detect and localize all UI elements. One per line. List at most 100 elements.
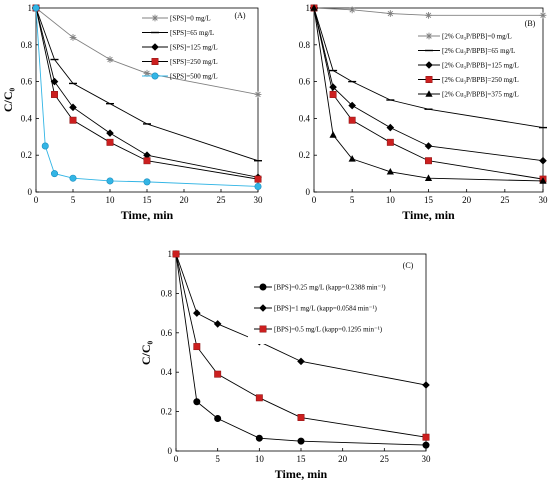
data-point bbox=[41, 142, 49, 150]
x-tick-label: 25 bbox=[500, 195, 510, 205]
y-tick-label: 0 bbox=[306, 187, 311, 197]
panel-label: (B) bbox=[525, 19, 536, 28]
series-line bbox=[35, 7, 259, 180]
data-point bbox=[386, 138, 394, 146]
y-tick-label: 1 bbox=[306, 3, 311, 13]
data-point bbox=[329, 83, 337, 91]
legend: [SPS]=0 mg/L [SPS]=65 mg/L [SPS]=125 mg/L [… bbox=[142, 15, 218, 81]
y-tick-label: 0.2 bbox=[299, 150, 310, 160]
series-2 bbox=[32, 7, 262, 162]
y-axis-label: C/C₀ bbox=[139, 340, 153, 365]
data-point bbox=[193, 309, 201, 317]
y-tick-label: 0.8 bbox=[299, 40, 311, 50]
series-5 bbox=[32, 4, 262, 190]
x-tick-label: 15 bbox=[297, 454, 307, 464]
series-3 bbox=[172, 250, 430, 441]
x-tick-label: 10 bbox=[386, 195, 396, 205]
series-3 bbox=[32, 4, 262, 182]
y-tick-label: 0.6 bbox=[21, 77, 33, 87]
x-tick-label: 5 bbox=[215, 454, 220, 464]
y-tick-label: 0.4 bbox=[161, 367, 173, 377]
y-tick-label: 0.4 bbox=[299, 113, 311, 123]
legend-box bbox=[248, 277, 418, 344]
data-point bbox=[329, 91, 337, 98]
chart-panel-3: 0 5 10 15 20 25 30 0 0.2 0.4 0.6 0.8 1 Time, min C/C₀ (… bbox=[139, 249, 431, 481]
data-point bbox=[255, 394, 263, 402]
x-tick-label: 0 bbox=[312, 195, 317, 205]
data-point bbox=[69, 34, 77, 41]
legend-label: [SPS]=250 mg/L bbox=[170, 58, 218, 66]
data-point bbox=[539, 156, 547, 165]
x-tick-label: 20 bbox=[338, 454, 348, 464]
series-1 bbox=[172, 250, 430, 449]
series-line bbox=[313, 7, 544, 162]
x-tick-label: 0 bbox=[174, 454, 179, 464]
y-tick-label: 0.2 bbox=[161, 407, 172, 417]
data-point bbox=[348, 116, 356, 124]
data-point bbox=[424, 142, 433, 150]
data-point bbox=[143, 178, 151, 186]
legend-label: [2% Cu₃P/BPB]=125 mg/L bbox=[442, 62, 519, 70]
legend-marker bbox=[259, 304, 267, 312]
legend-label: [BPS]=0.5 mg/L (kapp=0.1295 min⁻¹) bbox=[274, 326, 383, 334]
data-point bbox=[50, 170, 58, 178]
x-tick-label: 30 bbox=[422, 454, 432, 464]
data-point bbox=[539, 11, 547, 19]
data-point bbox=[50, 77, 59, 86]
x-tick-label: 15 bbox=[424, 195, 434, 205]
series-line bbox=[313, 7, 544, 129]
data-point bbox=[51, 91, 58, 98]
data-point bbox=[255, 434, 263, 442]
series-line bbox=[35, 7, 259, 162]
data-point bbox=[143, 157, 151, 165]
data-point bbox=[424, 174, 433, 181]
data-point bbox=[214, 414, 222, 422]
x-tick-label: 25 bbox=[380, 454, 390, 464]
data-point bbox=[69, 103, 77, 112]
data-point bbox=[143, 69, 151, 77]
legend-label: [SPS]=500 mg/L bbox=[170, 73, 218, 81]
series-line bbox=[175, 253, 427, 446]
data-point bbox=[143, 151, 151, 159]
data-point bbox=[297, 437, 305, 445]
y-tick-label: 0.6 bbox=[299, 77, 311, 87]
x-tick-label: 30 bbox=[254, 195, 264, 205]
data-point bbox=[69, 174, 77, 182]
data-point bbox=[348, 155, 356, 162]
data-point bbox=[254, 91, 262, 98]
data-point bbox=[422, 433, 430, 441]
legend-label: [SPS]=65 mg/L bbox=[170, 29, 214, 37]
legend-label: [BPS]=1 mg/L (kapp=0.0584 min⁻¹) bbox=[274, 305, 378, 313]
legend-label: [2% Cu₃P/BPB]=250 mg/L bbox=[442, 76, 519, 84]
data-point bbox=[386, 167, 394, 175]
legend-marker bbox=[425, 32, 433, 40]
y-tick-label: 1 bbox=[168, 249, 173, 259]
legend-marker bbox=[151, 58, 159, 65]
panel-label: (C) bbox=[403, 261, 414, 270]
y-tick-label: 0.8 bbox=[161, 288, 173, 298]
series-line bbox=[175, 253, 427, 438]
plot-frame bbox=[35, 7, 259, 193]
legend-marker bbox=[425, 61, 433, 69]
data-point bbox=[254, 175, 262, 183]
series-line bbox=[313, 7, 544, 180]
panel-label: (A) bbox=[234, 11, 245, 20]
series-line bbox=[35, 7, 259, 95]
data-point bbox=[32, 4, 40, 12]
legend-marker bbox=[151, 14, 159, 22]
y-tick-label: 0 bbox=[168, 446, 173, 456]
data-point bbox=[329, 131, 337, 138]
data-point bbox=[254, 182, 262, 190]
x-axis-label: Time, min bbox=[402, 208, 455, 222]
y-axis-label: C/C₀ bbox=[1, 87, 15, 112]
legend-marker bbox=[425, 90, 433, 97]
data-point bbox=[348, 6, 356, 14]
legend-label: [BPS]=0.25 mg/L (kapp=0.2388 min⁻¹) bbox=[274, 284, 386, 292]
x-tick-label: 5 bbox=[71, 195, 76, 205]
data-point bbox=[348, 101, 356, 110]
x-axis-label: Time, min bbox=[275, 467, 328, 481]
y-tick-label: 0.4 bbox=[21, 113, 33, 123]
legend-label: [2% Cu₃P/BPB]=375 mg/L bbox=[442, 91, 519, 99]
chart-panel-1: 0 5 10 15 20 25 30 0 0.2 0.4 0.6 0.8 1 Time, min C/C₀ (… bbox=[1, 3, 263, 222]
data-point bbox=[106, 56, 114, 63]
